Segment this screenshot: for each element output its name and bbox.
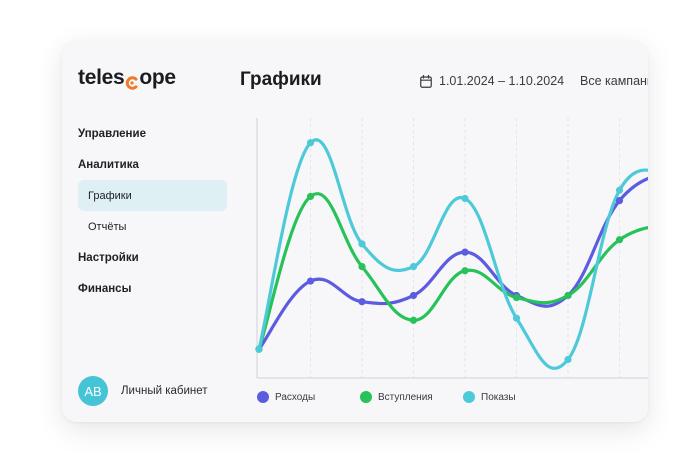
data-point[interactable] [512, 293, 521, 302]
date-range-label: 1.01.2024 – 1.10.2024 [439, 74, 565, 88]
sidebar-item-label: Финансы [78, 282, 132, 295]
data-point[interactable] [461, 248, 469, 256]
sidebar-nav: Управление Аналитика Графики Отчёты Наст… [78, 118, 227, 304]
sidebar-item-charts[interactable]: Графики [78, 180, 227, 211]
data-point[interactable] [461, 194, 469, 203]
brand-logo[interactable]: teles ope [78, 66, 176, 90]
legend-swatch-impressions [463, 391, 475, 403]
legend-label: Вступления [378, 391, 433, 403]
data-point[interactable] [306, 192, 315, 201]
sidebar-item-finance[interactable]: Финансы [78, 273, 227, 304]
line-chart [255, 118, 648, 379]
data-point[interactable] [615, 196, 624, 205]
chart-legend: Расходы Вступления Показы [257, 391, 516, 403]
profile-label: Личный кабинет [121, 385, 208, 397]
data-point[interactable] [306, 139, 315, 147]
campaign-filter-dropdown[interactable]: Все кампании [580, 74, 648, 88]
series-line-0[interactable] [257, 170, 648, 351]
data-point[interactable] [512, 314, 521, 322]
sidebar-item-analytics[interactable]: Аналитика [78, 149, 227, 180]
legend-label: Расходы [275, 391, 316, 403]
data-point[interactable] [564, 291, 572, 300]
date-range-picker[interactable]: 1.01.2024 – 1.10.2024 [420, 74, 564, 88]
profile-link[interactable]: AB Личный кабинет [78, 376, 208, 406]
telescope-logo-mark-icon [125, 72, 139, 90]
data-point[interactable] [358, 263, 366, 271]
data-point[interactable] [615, 236, 624, 244]
data-point[interactable] [564, 355, 572, 364]
sidebar-item-label: Отчёты [88, 220, 127, 233]
sidebar-item-reports[interactable]: Отчёты [78, 211, 227, 242]
legend-swatch-expenses [257, 391, 269, 403]
legend-item-joins[interactable]: Вступления [360, 391, 463, 403]
sidebar-item-settings[interactable]: Настройки [78, 242, 227, 273]
page-title: Графики [240, 69, 322, 90]
series-line-1[interactable] [257, 192, 648, 351]
legend-item-impressions[interactable]: Показы [463, 391, 516, 403]
data-point[interactable] [306, 277, 315, 285]
data-point[interactable] [409, 316, 418, 324]
data-point[interactable] [409, 263, 418, 271]
data-point[interactable] [255, 345, 263, 353]
avatar: AB [78, 376, 108, 406]
calendar-icon [420, 74, 432, 88]
brand-name-end: ope [139, 66, 176, 89]
legend-label: Показы [481, 391, 516, 403]
data-point[interactable] [358, 240, 366, 248]
sidebar-item-label: Управление [78, 127, 146, 140]
sidebar-item-label: Настройки [78, 251, 139, 264]
data-point[interactable] [358, 298, 366, 306]
sidebar-item-label: Графики [88, 189, 132, 202]
data-point[interactable] [615, 186, 624, 194]
data-point[interactable] [461, 267, 469, 275]
legend-item-expenses[interactable]: Расходы [257, 391, 360, 403]
legend-swatch-joins [360, 391, 372, 403]
sidebar-item-label: Аналитика [78, 158, 139, 171]
data-point[interactable] [409, 291, 418, 300]
app-window: teles ope Управление Аналитика Графики О… [62, 40, 648, 422]
sidebar-item-management[interactable]: Управление [78, 118, 227, 149]
brand-name-start: teles [78, 66, 125, 89]
